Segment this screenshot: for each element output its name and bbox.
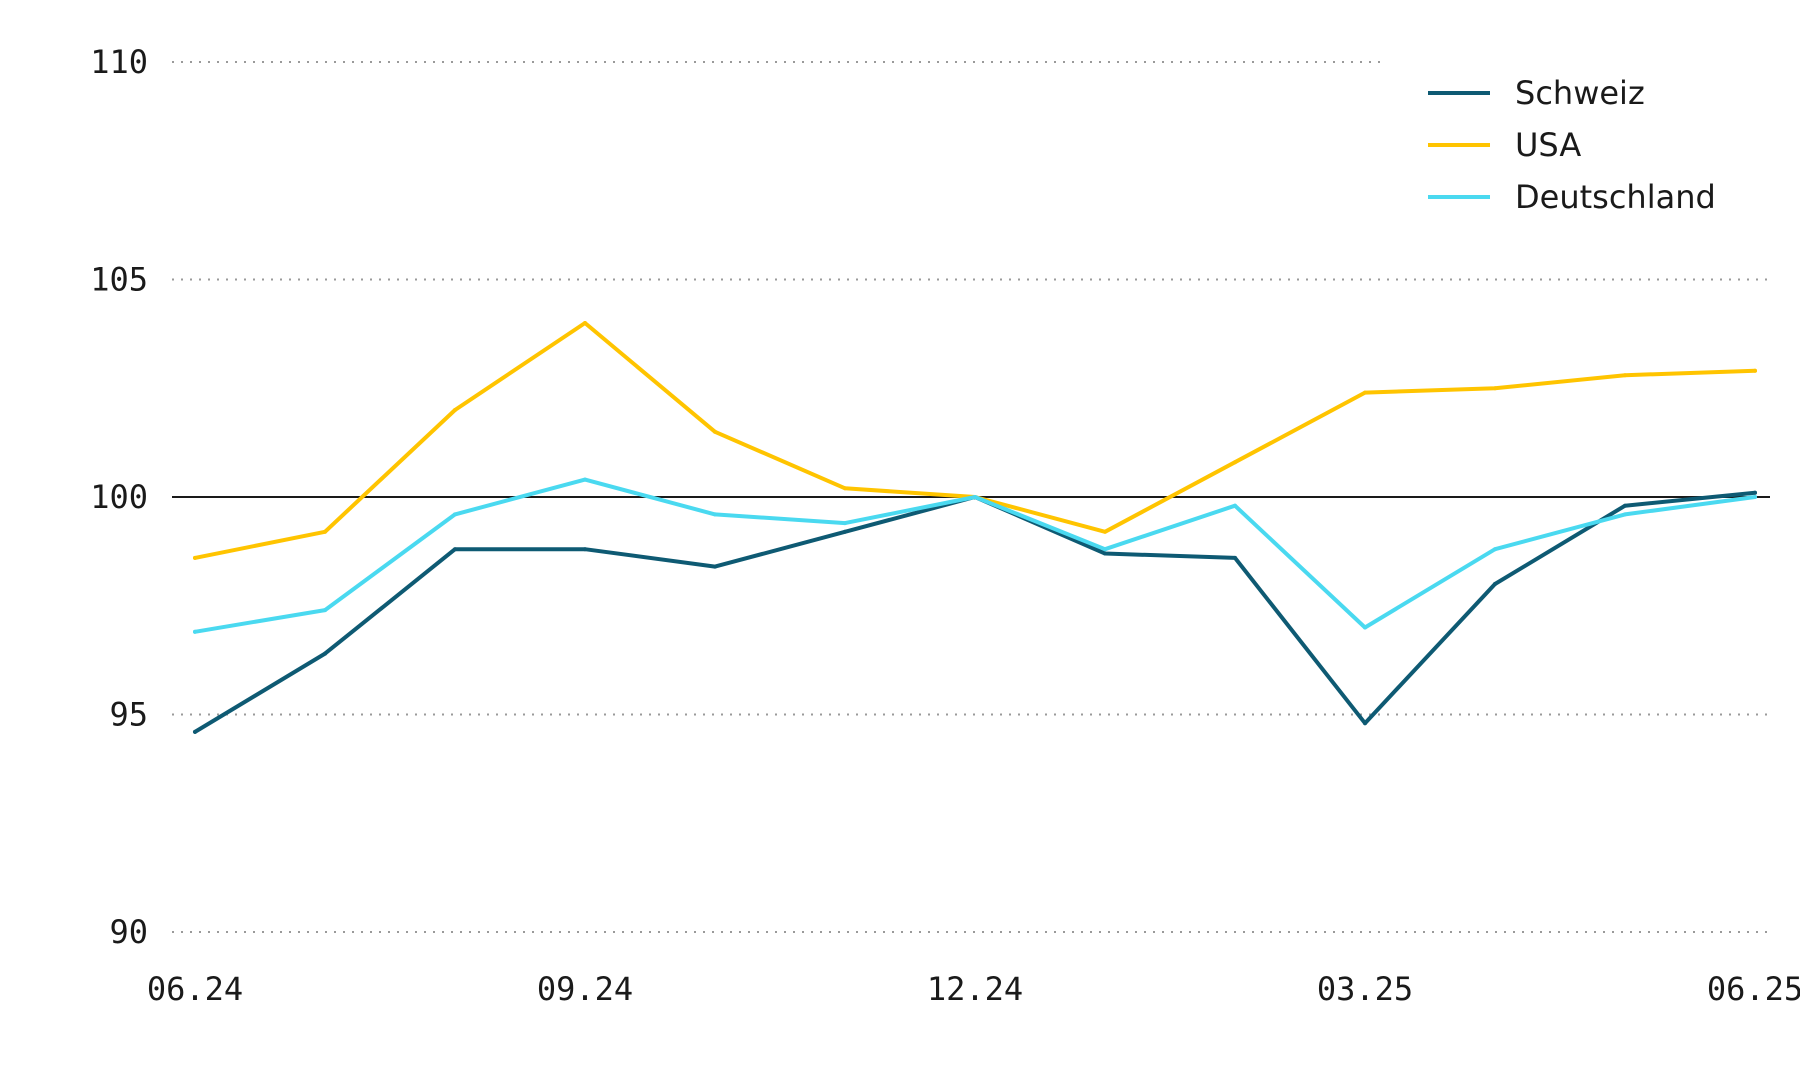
data-point-schweiz [193, 729, 197, 734]
data-point-deutschland [843, 521, 847, 526]
data-point-schweiz [1753, 490, 1757, 495]
data-point-deutschland [193, 629, 197, 634]
data-point-deutschland [453, 512, 457, 517]
x-tick-label: 06.24 [147, 970, 243, 1008]
data-point-deutschland [713, 512, 717, 517]
x-tick-label: 12.24 [927, 970, 1023, 1008]
data-point-deutschland [1493, 547, 1497, 552]
data-point-deutschland [973, 495, 977, 499]
x-tick-label: 03.25 [1317, 970, 1413, 1008]
data-point-deutschland [1363, 625, 1367, 630]
data-point-usa [1623, 373, 1627, 378]
data-point-schweiz [453, 547, 457, 552]
data-point-schweiz [583, 547, 587, 552]
data-point-deutschland [1623, 512, 1627, 517]
data-point-usa [323, 529, 327, 534]
series-line-schweiz [193, 490, 1757, 734]
legend-label-schweiz: Schweiz [1515, 74, 1645, 112]
data-point-deutschland [583, 477, 587, 482]
data-point-schweiz [1493, 582, 1497, 586]
x-tick-label: 06.25 [1707, 970, 1800, 1008]
y-axis-tick-labels: 90 95 100 105 110 [90, 43, 148, 951]
data-point-usa [1753, 368, 1757, 373]
legend: Schweiz USA Deutschland [1428, 74, 1716, 216]
data-point-usa [193, 555, 197, 560]
data-point-usa [453, 408, 457, 412]
data-point-schweiz [1233, 555, 1237, 560]
x-axis-tick-labels: 06.24 09.24 12.24 03.25 06.25 [147, 970, 1800, 1008]
data-point-deutschland [323, 608, 327, 613]
data-point-usa [1493, 386, 1497, 391]
legend-label-usa: USA [1515, 126, 1581, 164]
data-point-schweiz [323, 651, 327, 656]
data-point-usa [1103, 529, 1107, 534]
x-tick-label: 09.24 [537, 970, 633, 1008]
data-point-deutschland [1233, 503, 1237, 508]
data-point-schweiz [1363, 721, 1367, 726]
data-point-usa [843, 486, 847, 491]
data-point-usa [1233, 460, 1237, 465]
series-line-deutschland [193, 477, 1757, 634]
data-point-schweiz [1103, 551, 1107, 556]
data-point-deutschland [1753, 495, 1757, 499]
data-point-usa [583, 321, 587, 325]
data-point-deutschland [1103, 547, 1107, 552]
y-tick-label: 90 [109, 913, 148, 951]
y-tick-label: 110 [90, 43, 148, 81]
legend-label-deutschland: Deutschland [1515, 178, 1716, 216]
data-point-schweiz [843, 529, 847, 534]
data-point-schweiz [1623, 503, 1627, 508]
data-point-schweiz [713, 564, 717, 569]
y-tick-label: 105 [90, 261, 148, 299]
y-tick-label: 95 [109, 696, 148, 734]
series-lines [193, 321, 1757, 734]
series-line-usa [193, 321, 1757, 560]
data-point-usa [1363, 390, 1367, 395]
data-point-usa [713, 429, 717, 434]
y-tick-label: 100 [90, 478, 148, 516]
